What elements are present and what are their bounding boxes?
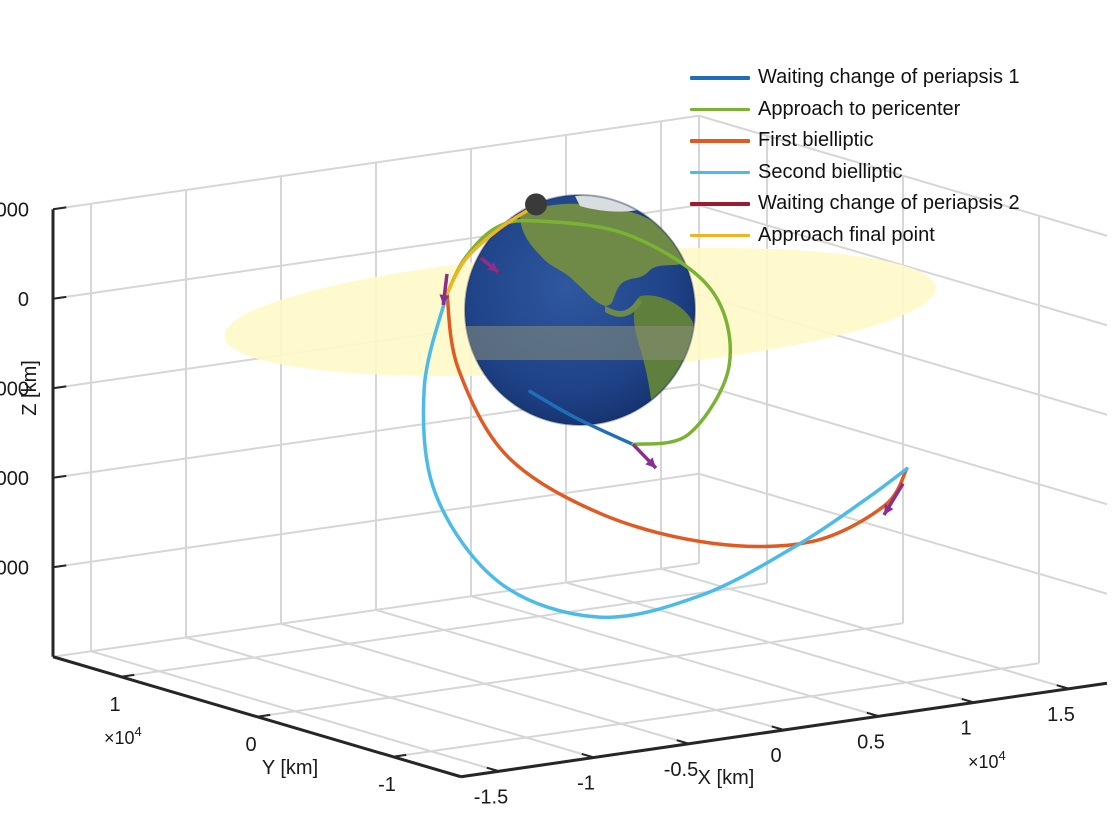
x-tick-mark	[771, 725, 785, 731]
legend-swatch	[690, 233, 750, 237]
legend-label: Waiting change of periapsis 1	[758, 66, 1020, 89]
earth-terminator-shade	[464, 194, 696, 426]
north-america-continent	[520, 203, 689, 306]
legend-item-3: First bielliptic	[684, 125, 1084, 157]
legend-label: Waiting change of periapsis 2	[758, 192, 1020, 215]
grid-line-z	[52, 114, 1108, 237]
series-line-2	[445, 218, 733, 447]
z-tick-mark	[52, 474, 67, 479]
x-tick-label: 1.5	[1047, 704, 1075, 726]
greenland-continent	[575, 195, 645, 212]
x-tick-mark	[961, 697, 975, 704]
x-tick-mark	[486, 766, 500, 773]
z-tick-label: -15000	[0, 557, 29, 579]
grid-line-y-floor	[52, 562, 700, 658]
grid-line-y-floor	[392, 662, 1040, 758]
y-tick-label: 0	[245, 734, 256, 756]
legend-swatch	[690, 139, 750, 143]
legend-item-5: Waiting change of periapsis 2	[684, 188, 1084, 220]
target-marker-layer	[525, 193, 548, 216]
legend-swatch	[690, 170, 750, 174]
x-tick-label: -1.5	[474, 786, 508, 808]
front-trajectory-layer	[421, 207, 909, 620]
z-tick-label: 0	[18, 289, 29, 311]
x-axis-label: X [km]	[698, 767, 755, 789]
z-tick-mark	[52, 564, 67, 569]
y-multiplier-label: ×104	[104, 724, 142, 748]
y-tick-label: 1	[109, 694, 120, 716]
series-line-6	[445, 207, 533, 296]
x-tick-mark	[1056, 684, 1070, 690]
earth-globe	[464, 194, 696, 426]
equatorial-plane-crossing	[465, 326, 695, 360]
y-tick-mark	[256, 713, 271, 718]
x-tick-label: -0.5	[664, 759, 698, 781]
z-tick-label: 5000	[0, 199, 29, 221]
legend-swatch	[690, 76, 750, 80]
y-tick-mark	[392, 753, 407, 758]
x-multiplier-label: ×104	[968, 748, 1006, 772]
legend-label: Second bielliptic	[758, 160, 903, 183]
grid-line-y-floor	[120, 582, 768, 678]
x-tick-label: 0	[770, 745, 781, 767]
central-america-continent	[605, 298, 642, 317]
series-line-3	[445, 291, 909, 549]
legend-label: Approach to pericenter	[758, 97, 961, 120]
z-tick-mark	[52, 385, 67, 390]
grid-line-z	[52, 472, 1108, 595]
y-tick-mark	[120, 673, 135, 678]
x-tick-label: -1	[577, 773, 595, 795]
legend-swatch	[690, 202, 750, 206]
series-line-4	[421, 291, 909, 620]
x-tick-mark	[581, 752, 595, 759]
y-tick-label: -1	[378, 774, 396, 796]
grid-line-y-floor	[256, 622, 904, 718]
grid-line-z	[52, 383, 1108, 506]
legend-swatch	[690, 107, 750, 111]
legend-label: First bielliptic	[758, 129, 874, 152]
z-axis-label: Z [km]	[19, 360, 41, 416]
delta-v-arrow-head-2	[487, 261, 499, 272]
series-line-1	[528, 389, 635, 447]
x-tick-mark	[866, 711, 880, 718]
legend-item-4: Second bielliptic	[684, 157, 1084, 189]
delta-v-arrows	[439, 256, 905, 516]
y-axis-label: Y [km]	[262, 757, 318, 779]
legend-item-2: Approach to pericenter	[684, 94, 1084, 126]
delta-v-arrow-head-1	[645, 457, 656, 469]
legend-label: Approach final point	[758, 223, 935, 246]
x-tick-mark	[676, 739, 690, 745]
x-tick-label: 1	[960, 718, 971, 740]
legend-item-1: Waiting change of periapsis 1	[684, 62, 1084, 94]
legend-item-6: Approach final point	[684, 220, 1084, 252]
z-tick-mark	[52, 295, 67, 300]
z-tick-mark	[52, 206, 67, 211]
delta-v-arrow-head-4	[884, 503, 894, 516]
legend: Waiting change of periapsis 1 Approach to…	[684, 62, 1084, 251]
target-marker	[525, 193, 548, 216]
equatorial-plane-front	[465, 326, 695, 360]
z-tick-label: -5000	[0, 378, 29, 400]
x-tick-label: 0.5	[857, 731, 885, 753]
delta-v-arrow-head-3	[439, 294, 450, 305]
